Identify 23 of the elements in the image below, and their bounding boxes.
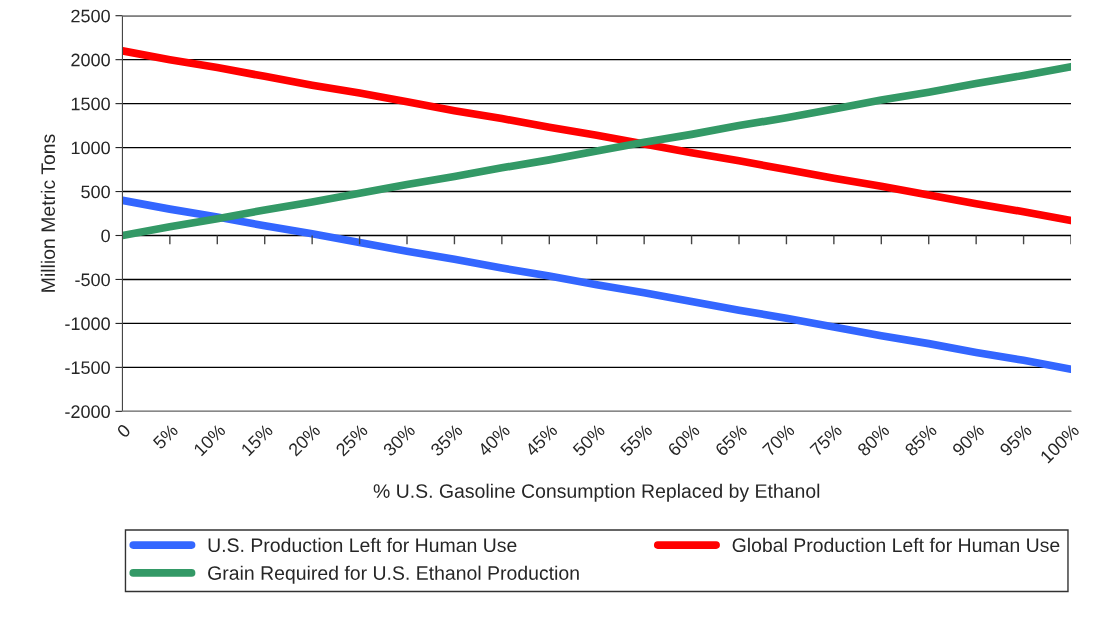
legend-label: Grain Required for U.S. Ethanol Production	[208, 565, 579, 584]
y-tick-label: 1500	[71, 97, 110, 111]
y-tick-label: -500	[75, 273, 110, 287]
x-tick-label: 40%	[476, 423, 511, 458]
y-tick-label: -1000	[65, 317, 110, 331]
y-tick-label: 500	[81, 185, 110, 199]
x-axis-title: % U.S. Gasoline Consumption Replaced by Ethanol	[373, 483, 820, 502]
y-tick-label: 2000	[71, 53, 110, 67]
y-tick-label: 0	[101, 229, 110, 243]
x-tick-label: 0	[116, 423, 132, 439]
x-tick-label: 60%	[667, 423, 701, 457]
y-tick-label: -1500	[65, 361, 110, 375]
y-tick-label: 1000	[71, 141, 110, 155]
x-tick-label: 70%	[761, 423, 796, 457]
y-tick-label: 2500	[71, 9, 110, 23]
x-tick-label: 5%	[152, 423, 179, 450]
y-axis-title: Million Metric Tons	[40, 134, 56, 292]
x-tick-label: 65%	[714, 423, 748, 457]
x-tick-label: 75%	[809, 423, 843, 457]
x-tick-label: 45%	[524, 423, 559, 458]
legend-label: U.S. Production Left for Human Use	[208, 537, 517, 553]
legend-label: Global Production Left for Human Use	[732, 537, 1060, 553]
y-tick-label: -2000	[65, 405, 110, 419]
